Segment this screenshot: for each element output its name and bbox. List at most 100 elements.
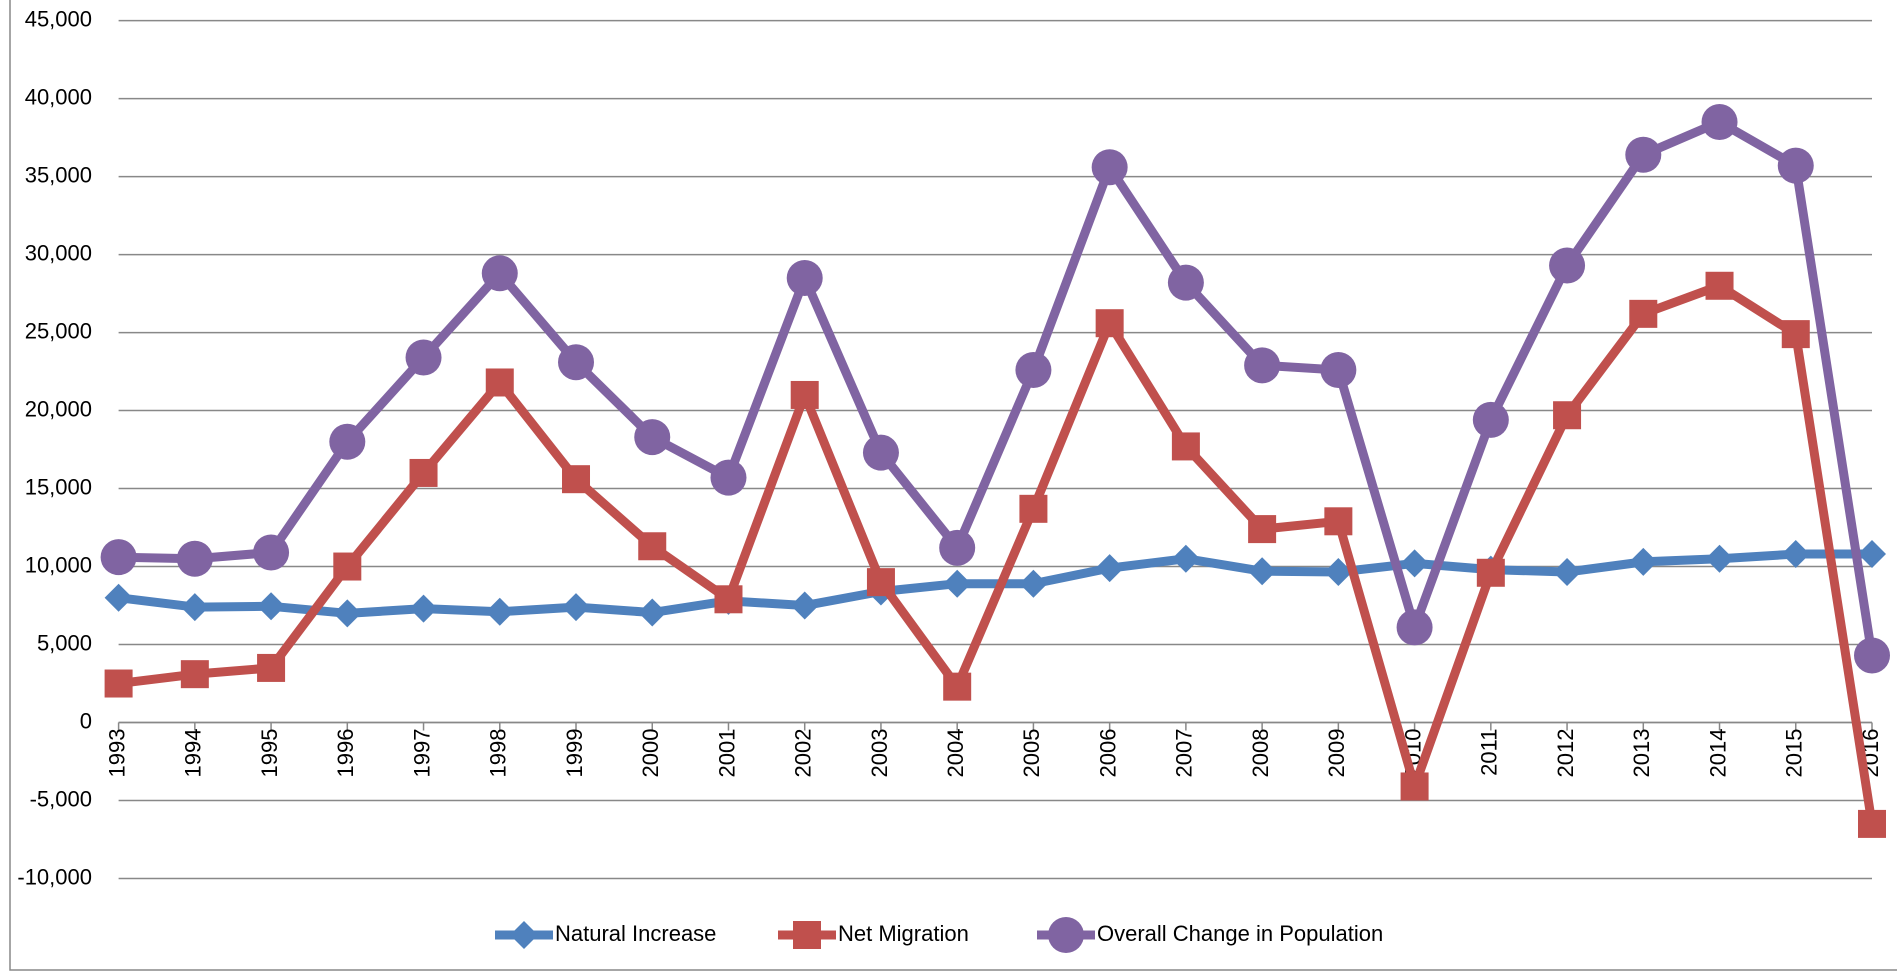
marker [333, 599, 362, 628]
marker [1553, 557, 1582, 586]
legend-label: Natural Increase [555, 921, 716, 946]
x-tick-label: 1996 [333, 729, 358, 778]
marker [1248, 515, 1277, 544]
marker [943, 672, 972, 701]
x-tick-label: 1999 [562, 729, 587, 778]
x-tick-label: 2001 [714, 729, 739, 778]
y-tick-label: 5,000 [37, 630, 92, 655]
marker [1777, 147, 1814, 184]
marker [1244, 347, 1281, 384]
x-tick-label: 2012 [1553, 729, 1578, 778]
marker [1472, 401, 1509, 438]
y-tick-label: 45,000 [25, 6, 92, 31]
x-tick-label: 1994 [181, 729, 206, 778]
marker [1324, 557, 1353, 586]
marker [257, 592, 286, 621]
x-tick-label: 1995 [257, 729, 282, 778]
marker [866, 568, 895, 597]
marker [1171, 432, 1200, 461]
x-tick-label: 2002 [791, 729, 816, 778]
x-tick-label: 2000 [638, 729, 663, 778]
marker [1015, 351, 1052, 388]
y-tick-label: 15,000 [25, 474, 92, 499]
legend-label: Overall Change in Population [1097, 921, 1383, 946]
marker [638, 598, 667, 627]
y-tick-label: 25,000 [25, 318, 92, 343]
legend-item: Overall Change in Population [1037, 917, 1383, 953]
marker [409, 594, 438, 623]
x-tick-label: 2007 [1172, 729, 1197, 778]
x-tick-label: 2011 [1477, 729, 1502, 776]
marker [1781, 320, 1810, 349]
marker [1701, 103, 1738, 140]
marker [1324, 507, 1353, 536]
marker [253, 534, 290, 571]
marker [1171, 544, 1200, 573]
x-tick-label: 2014 [1705, 729, 1730, 778]
marker [1858, 809, 1886, 838]
marker [1629, 547, 1658, 576]
marker [104, 583, 133, 612]
x-tick-label: 2013 [1629, 729, 1654, 778]
marker [790, 591, 819, 620]
marker [558, 344, 595, 381]
marker [1854, 637, 1890, 674]
marker [790, 380, 819, 409]
y-tick-label: -10,000 [17, 864, 92, 889]
y-tick-label: 0 [80, 708, 92, 733]
marker [1553, 401, 1582, 430]
x-tick-label: 2003 [867, 729, 892, 778]
marker [1091, 149, 1128, 186]
legend-marker [1048, 917, 1084, 953]
marker [1400, 772, 1429, 801]
y-tick-label: 35,000 [25, 162, 92, 187]
marker [714, 585, 743, 614]
marker [939, 529, 976, 566]
series-line [118, 117, 1877, 657]
legend-label: Net Migration [838, 921, 969, 946]
y-tick-label: 40,000 [25, 84, 92, 109]
marker [180, 593, 209, 622]
marker [485, 597, 514, 626]
x-tick-label: 2006 [1095, 729, 1120, 778]
x-tick-label: 2004 [943, 729, 968, 778]
legend-marker [510, 921, 538, 949]
x-tick-label: 1997 [409, 729, 434, 778]
marker [1095, 309, 1124, 338]
x-tick-label: 2015 [1782, 729, 1807, 778]
marker [1549, 247, 1586, 284]
marker [405, 339, 442, 376]
marker [329, 423, 366, 460]
y-tick-label: 20,000 [25, 396, 92, 421]
marker [1167, 264, 1204, 301]
marker [1781, 540, 1810, 569]
marker [481, 255, 518, 292]
x-tick-label: 1998 [486, 729, 511, 778]
marker [862, 434, 899, 471]
marker [1019, 494, 1048, 523]
marker [104, 669, 133, 698]
marker [333, 552, 362, 581]
marker [1625, 136, 1662, 173]
y-tick-label: 30,000 [25, 240, 92, 265]
legend-marker [793, 921, 821, 949]
x-tick-label: 2005 [1019, 729, 1044, 778]
marker [638, 532, 667, 561]
marker [485, 368, 514, 397]
legend-item: Net Migration [778, 921, 969, 949]
marker [409, 458, 438, 487]
legend-item: Natural Increase [495, 921, 716, 949]
x-tick-label: 2008 [1248, 729, 1273, 778]
y-tick-label: 10,000 [25, 552, 92, 577]
y-tick-label: -5,000 [30, 786, 92, 811]
marker [786, 259, 823, 296]
marker [562, 593, 591, 622]
chart-frame [9, 0, 1897, 971]
marker [943, 569, 972, 598]
x-tick-label: 2009 [1324, 729, 1349, 778]
marker [1705, 271, 1734, 300]
marker [176, 540, 213, 577]
marker [1320, 351, 1357, 388]
